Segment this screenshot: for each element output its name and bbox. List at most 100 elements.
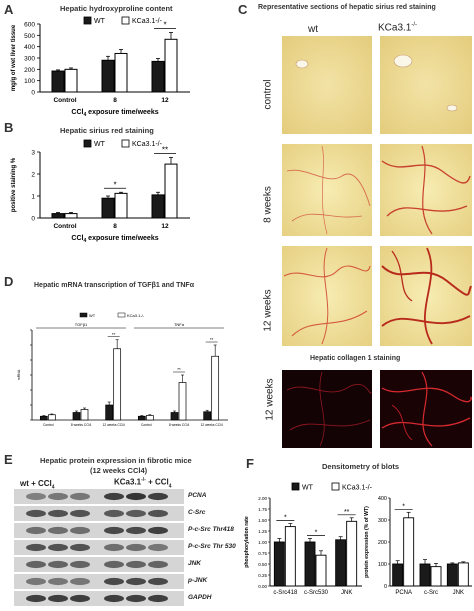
blot-band <box>148 594 168 603</box>
bar-wt <box>151 194 165 219</box>
bar-wt <box>72 412 81 421</box>
significance-mark: ** <box>162 146 168 155</box>
chart-f: WT KCa3.1-/- 0.00 0.25 0.50 0.75 1.00 1.25 1.50 1… <box>244 482 472 596</box>
row-label-control: control <box>262 79 274 110</box>
x-tick-label: 12 weeks CCl4 <box>201 423 223 427</box>
y-tick-label: 500 <box>24 33 35 40</box>
significance-mark: * <box>402 503 405 510</box>
x-tick-label: Control <box>43 423 54 427</box>
group-label: TNFα <box>174 322 185 327</box>
blot-band <box>70 577 90 586</box>
x-tick-label: Control <box>53 97 76 104</box>
blot-band <box>148 526 168 535</box>
x-tick-label: Control <box>53 223 76 230</box>
western-blot <box>14 489 184 606</box>
panel-b-title: Hepatic sirius red staining <box>60 126 154 135</box>
blot-band <box>148 509 168 518</box>
legend-label-wt: WT <box>302 485 314 492</box>
legend-swatch-wt <box>83 139 92 148</box>
significance-mark: ** <box>112 332 116 337</box>
y-tick-label: 400 <box>378 496 387 502</box>
blot-band <box>126 577 146 586</box>
x-tick-label: JNK <box>453 590 464 596</box>
legend-swatch-ko <box>117 312 126 318</box>
bar-wt <box>273 541 285 587</box>
blot-band <box>48 560 68 569</box>
y-tick-label: 600 <box>24 22 35 29</box>
panel-a-title: Hepatic hydroxyproline content <box>60 4 173 13</box>
section-wt-control <box>282 36 372 134</box>
col-label-ko: KCa3.1-/- <box>378 22 418 34</box>
legend-label-ko: KCa3.1-/- <box>132 141 163 148</box>
bar-ko <box>113 348 122 421</box>
y-tick-label: 0.75 <box>258 551 267 556</box>
bar-ko <box>47 414 56 421</box>
panel-e-title: Hepatic protein expression in fibrotic m… <box>40 456 192 465</box>
legend-label-ko: KCa3.1-/- <box>132 18 163 25</box>
bar-wt <box>304 541 316 587</box>
blot-band <box>104 577 124 586</box>
blot-band <box>104 594 124 603</box>
legend-label-ko: KCa3.1-/- <box>127 313 145 318</box>
legend-swatch-wt <box>79 312 88 318</box>
significance-mark: ** <box>210 337 214 342</box>
x-tick-label: c-Src530 <box>304 590 329 596</box>
y-tick-label: 0.25 <box>258 573 267 578</box>
blot-band <box>26 560 46 569</box>
y-tick-label: 400 <box>24 44 35 51</box>
bar-ko <box>164 163 178 219</box>
y-tick-label: 1 <box>31 194 35 201</box>
bar-ko <box>178 382 187 421</box>
bar-ko <box>164 38 178 93</box>
blot-band <box>70 543 90 552</box>
significance-mark: ** <box>344 509 350 516</box>
y-tick-label: 0.50 <box>258 562 267 567</box>
legend-swatch-ko <box>121 16 130 25</box>
row-labels: control 8 weeks 12 weeks <box>262 37 274 387</box>
blot-band <box>148 492 168 501</box>
panel-a-letter: A <box>4 2 14 17</box>
band-label-jnk: JNK <box>188 560 202 567</box>
band-label-pcna: PCNA <box>188 492 207 499</box>
blot-band <box>26 577 46 586</box>
y-tick-label: 3 <box>31 150 35 157</box>
band-label-p-jnk: p-JNK <box>188 577 208 584</box>
y-axis-label: positive staining % <box>11 157 17 212</box>
panel-e-letter: E <box>4 452 13 467</box>
bar-ko <box>80 409 89 421</box>
blot-band <box>26 492 46 501</box>
legend-label-wt: WT <box>94 141 106 148</box>
panel-d-letter: D <box>4 274 14 289</box>
lane-label-wt: wt + CCl4 <box>20 479 55 491</box>
blot-band <box>126 543 146 552</box>
blot-band <box>126 492 146 501</box>
x-tick-label: 8 weeks CCl4 <box>169 423 190 427</box>
x-tick-label: PCNA <box>395 590 412 596</box>
section-wt-8-weeks <box>282 144 372 236</box>
y-axis-label: protein expression (% of WT) <box>364 506 370 578</box>
x-tick-label: 12 weeks CCl4 <box>103 423 125 427</box>
blot-band <box>104 509 124 518</box>
bar-wt <box>203 411 212 421</box>
bar-wt <box>137 415 146 421</box>
bar-ko <box>284 526 296 587</box>
y-tick-label: 200 <box>378 540 387 546</box>
bar-wt <box>446 563 458 587</box>
y-tick-label: 200 <box>24 67 35 74</box>
legend-swatch-wt <box>83 16 92 25</box>
panel-d-title: Hepatic mRNA transcription of TGFβ1 and … <box>34 282 194 289</box>
bar-wt <box>101 59 115 93</box>
blot-band <box>26 594 46 603</box>
panel-e-subtitle: (12 weeks CCl4) <box>90 466 148 475</box>
bar-ko <box>211 355 220 421</box>
significance-mark: * <box>113 180 116 189</box>
legend-swatch-ko <box>331 482 340 491</box>
row-label-8-weeks: 8 weeks <box>262 186 274 223</box>
blot-band <box>70 560 90 569</box>
section-ko-8-weeks <box>380 144 472 236</box>
x-tick-label: 12 <box>161 223 169 230</box>
blot-band <box>48 492 68 501</box>
blot-strip <box>14 523 184 538</box>
y-tick-label: 0 <box>31 216 35 223</box>
blot-band <box>48 526 68 535</box>
